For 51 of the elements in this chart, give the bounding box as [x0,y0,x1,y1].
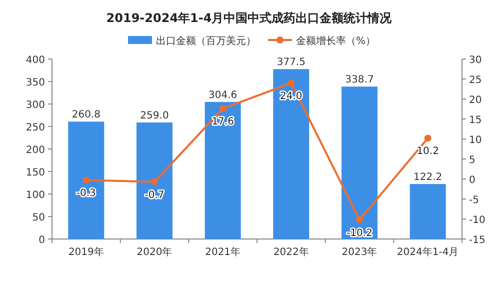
point [424,134,432,142]
data-label: 260.8 [72,110,100,121]
point [288,80,295,86]
y2-tick-label: -10 [469,215,486,226]
y2-tick-label: 15 [469,115,482,126]
y-tick-label: 250 [26,122,45,134]
bar [410,184,446,239]
data-label: 304.6 [208,90,238,101]
y2-tick-label: 30 [469,55,482,66]
x-tick-label: 2022年 [273,246,309,258]
legend-label: 金额增长率（%） [296,35,376,47]
data-label: 338.7 [345,74,374,86]
point [82,176,90,184]
point [151,178,158,186]
bar [342,86,378,239]
y-tick-label: 150 [26,168,45,178]
x-tick-label: 2021年 [205,246,241,258]
legend-label: 出口金额（百万美元） [156,35,256,47]
y2-tick-label: 10 [469,135,482,146]
point [356,216,363,224]
data-label: -10.2 [346,228,372,239]
y2-tick-label: 25 [469,75,482,86]
x-tick-label: 2019年 [68,246,104,258]
data-label: -0.7 [144,190,164,201]
bar [273,69,310,239]
data-label: -0.3 [76,188,96,200]
y2-tick-label: 5 [469,155,476,166]
y2-tick-label: -5 [469,195,479,206]
x-tick-label: 2024年1-4月 [396,246,459,258]
bar [68,122,104,239]
y-tick-label: 200 [26,145,45,156]
y2-tick-label: 0 [469,175,476,186]
y-tick-label: 300 [26,100,45,111]
y-tick-label: 400 [26,55,45,66]
data-label: 377.5 [276,57,306,68]
y-tick-label: 50 [32,212,45,224]
y-tick-label: 100 [26,190,45,201]
x-tick-label: 2020年 [136,246,172,258]
bar [136,122,172,239]
x-tick-label: 2023年 [342,246,378,258]
y2-tick-label: -15 [469,235,486,246]
chart-title: 2019-2024年1-4月中国中式成药出口金额统计情况 [106,11,393,25]
y-tick-label: 350 [26,78,45,88]
point [219,105,226,112]
data-label: 17.6 [212,116,234,128]
y-tick-label: 0 [38,235,45,246]
data-label: 259.0 [140,110,169,122]
y2-tick-label: 20 [469,95,482,106]
data-label: 10.2 [416,146,439,158]
data-label: 122.2 [414,172,442,184]
bar [204,102,241,239]
